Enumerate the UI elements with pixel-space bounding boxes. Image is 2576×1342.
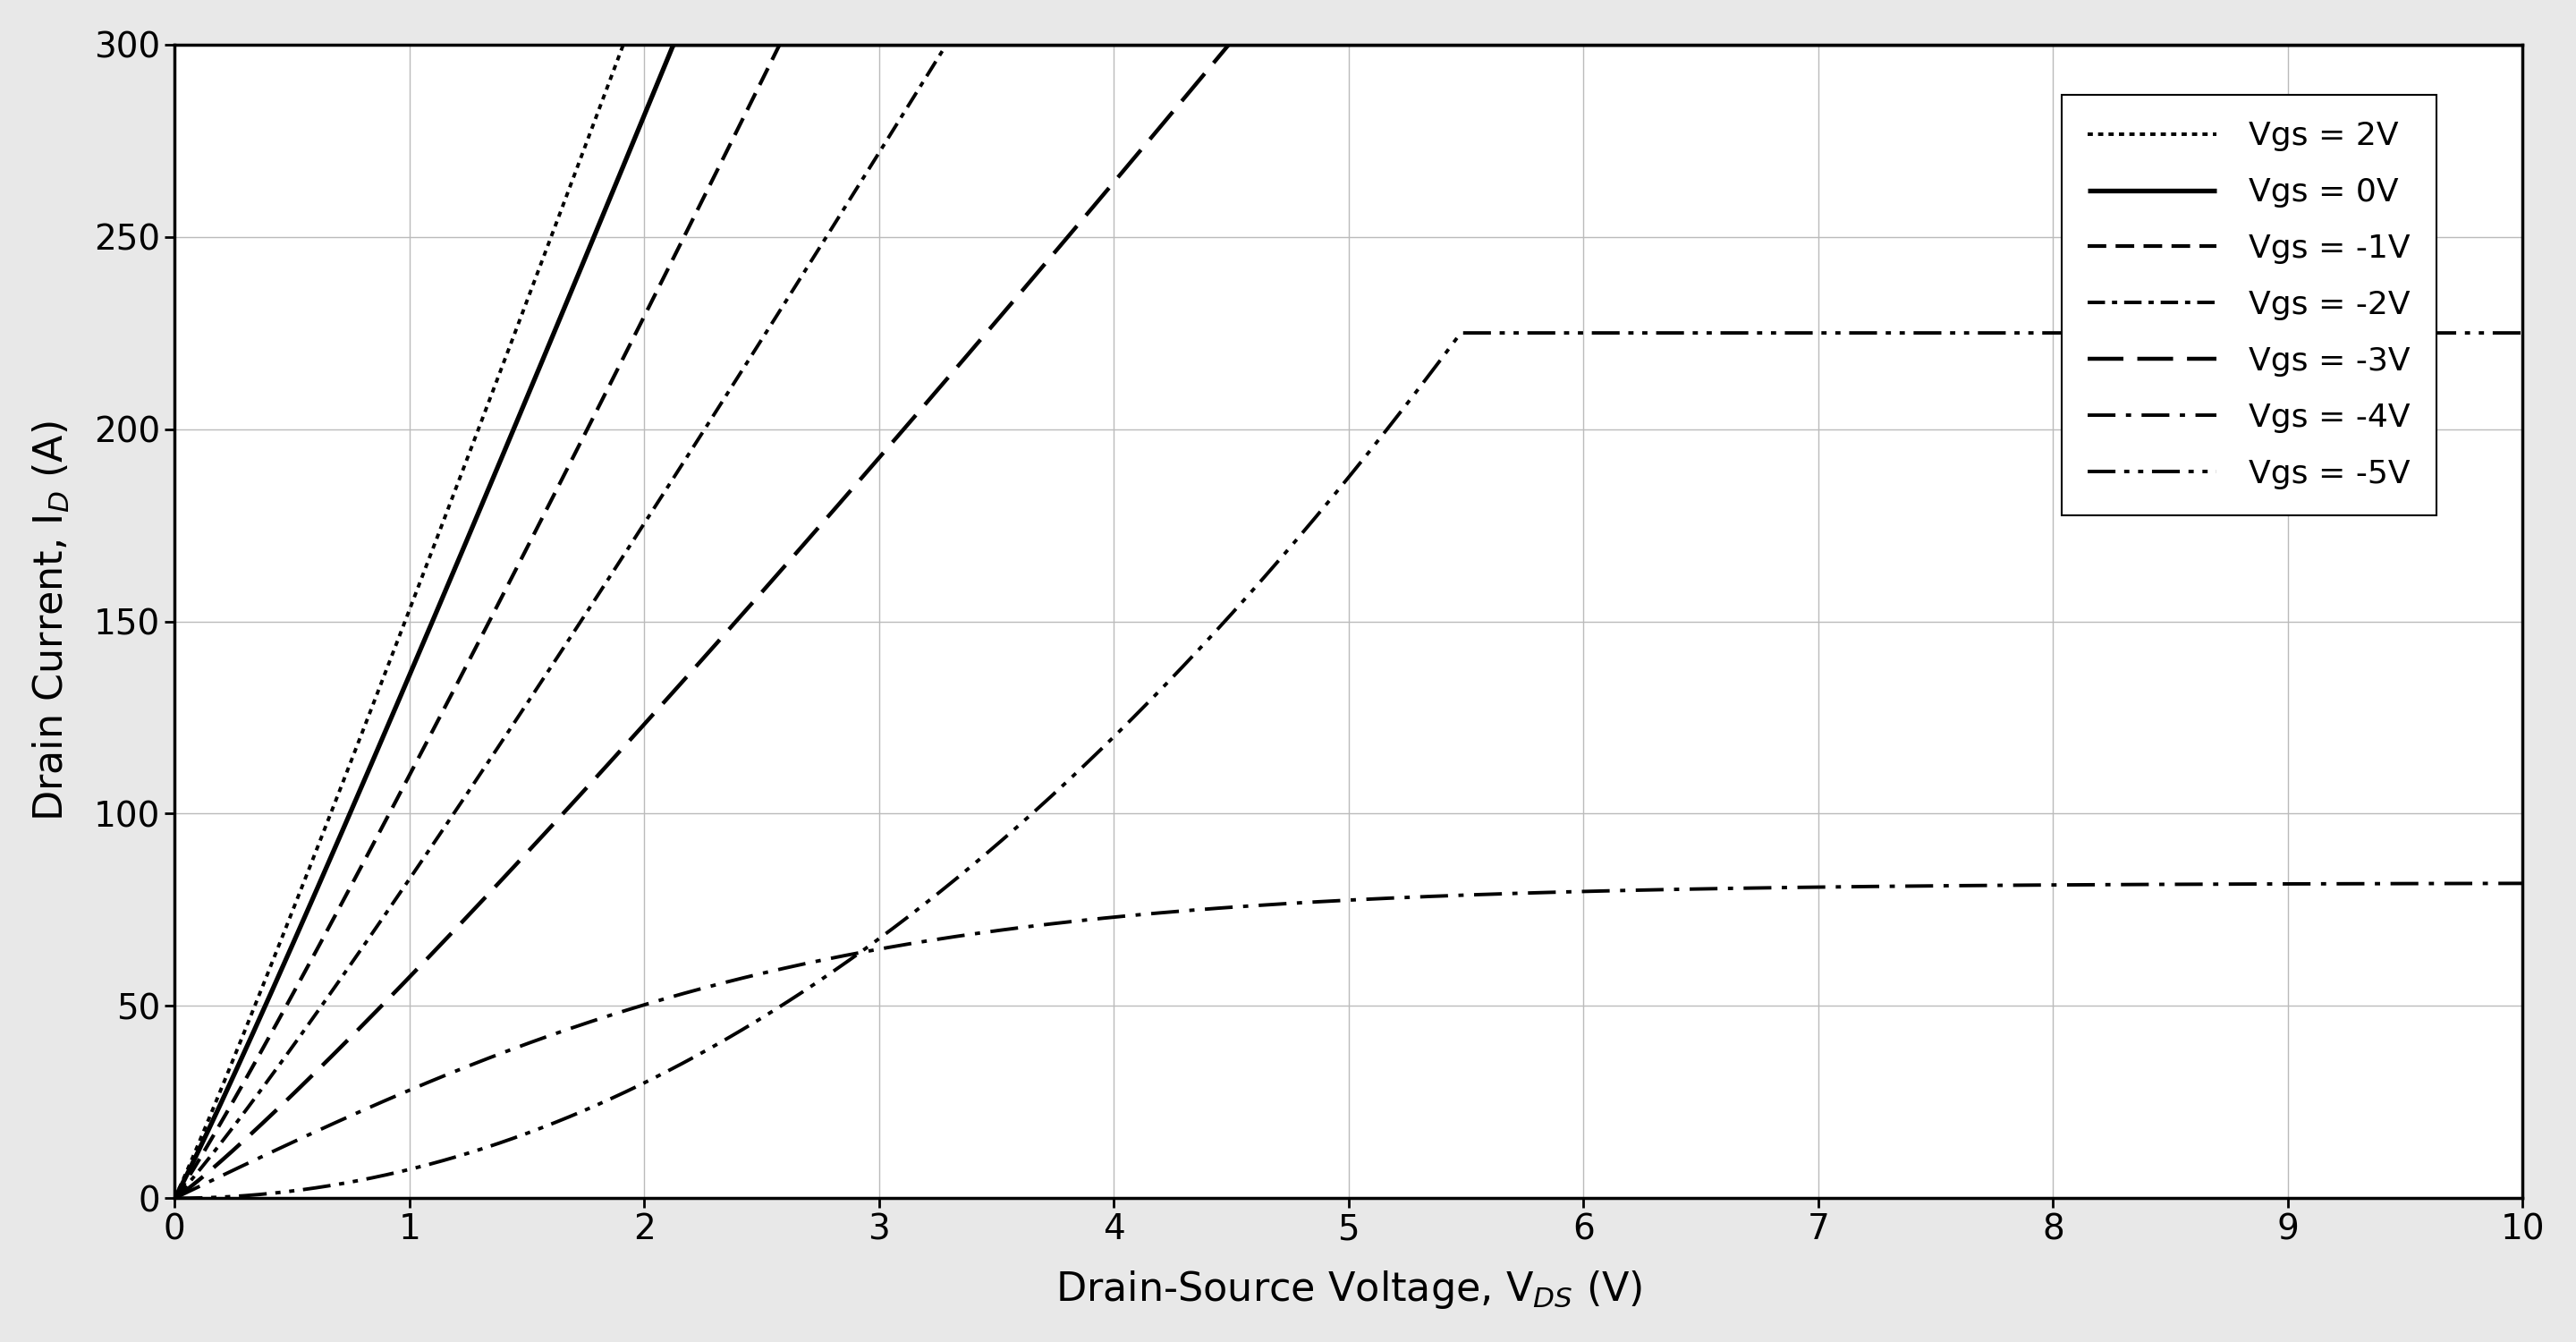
Vgs = -3V xyxy=(2009,36,2040,52)
Vgs = -5V xyxy=(1445,325,1476,341)
Vgs = 2V xyxy=(1301,36,1332,52)
Vgs = 0V xyxy=(1301,36,1332,52)
Line: Vgs = -2V: Vgs = -2V xyxy=(175,44,2522,1198)
Vgs = -3V xyxy=(2439,36,2470,52)
Vgs = -4V xyxy=(278,1134,309,1150)
Vgs = -2V xyxy=(1301,36,1332,52)
Vgs = -2V xyxy=(930,36,961,52)
Vgs = 2V xyxy=(2439,36,2470,52)
Vgs = -2V xyxy=(2439,36,2470,52)
Line: Vgs = -1V: Vgs = -1V xyxy=(175,44,2522,1198)
Vgs = 2V xyxy=(2009,36,2040,52)
Vgs = 0V xyxy=(2439,36,2470,52)
Vgs = 2V xyxy=(2439,36,2470,52)
Vgs = -2V xyxy=(2439,36,2470,52)
Vgs = -5V xyxy=(160,1190,191,1206)
Vgs = -5V xyxy=(1239,581,1270,597)
Vgs = -2V xyxy=(160,1190,191,1206)
Line: Vgs = 2V: Vgs = 2V xyxy=(175,44,2522,1198)
Vgs = -2V xyxy=(278,1036,309,1052)
Vgs = -4V xyxy=(2009,878,2040,894)
Vgs = -1V xyxy=(2506,36,2537,52)
Vgs = -1V xyxy=(160,1190,191,1206)
Line: Vgs = -4V: Vgs = -4V xyxy=(175,883,2522,1198)
X-axis label: Drain-Source Voltage, V$_{DS}$ (V): Drain-Source Voltage, V$_{DS}$ (V) xyxy=(1056,1270,1643,1311)
Vgs = -5V xyxy=(278,1182,309,1198)
Line: Vgs = -3V: Vgs = -3V xyxy=(175,44,2522,1198)
Vgs = -2V xyxy=(2009,36,2040,52)
Vgs = -5V xyxy=(2439,325,2470,341)
Vgs = -3V xyxy=(160,1190,191,1206)
Vgs = -5V xyxy=(1301,509,1332,525)
Vgs = -1V xyxy=(1301,36,1332,52)
Vgs = -3V xyxy=(1301,36,1332,52)
Vgs = -1V xyxy=(2439,36,2470,52)
Vgs = -5V xyxy=(2506,325,2537,341)
Vgs = -1V xyxy=(278,982,309,998)
Vgs = 0V xyxy=(160,1190,191,1206)
Vgs = -4V xyxy=(160,1190,191,1206)
Vgs = -5V xyxy=(2009,325,2040,341)
Vgs = 2V xyxy=(160,1190,191,1206)
Vgs = -4V xyxy=(1239,898,1270,914)
Vgs = 0V xyxy=(659,36,690,52)
Vgs = -3V xyxy=(278,1084,309,1100)
Vgs = -1V xyxy=(765,36,796,52)
Vgs = -4V xyxy=(2439,875,2470,891)
Legend: Vgs = 2V, Vgs = 0V, Vgs = -1V, Vgs = -2V, Vgs = -3V, Vgs = -4V, Vgs = -5V: Vgs = 2V, Vgs = 0V, Vgs = -1V, Vgs = -2V… xyxy=(2061,95,2437,515)
Vgs = 2V xyxy=(278,898,309,914)
Vgs = 2V xyxy=(1239,36,1270,52)
Vgs = -3V xyxy=(1239,36,1270,52)
Vgs = -4V xyxy=(2437,875,2468,891)
Y-axis label: Drain Current, I$_{D}$ (A): Drain Current, I$_{D}$ (A) xyxy=(31,421,72,821)
Vgs = -4V xyxy=(1301,894,1332,910)
Vgs = 0V xyxy=(2506,36,2537,52)
Vgs = 2V xyxy=(608,36,639,52)
Vgs = -3V xyxy=(1213,36,1244,52)
Vgs = -1V xyxy=(2009,36,2040,52)
Vgs = -1V xyxy=(2439,36,2470,52)
Vgs = 0V xyxy=(2439,36,2470,52)
Vgs = -4V xyxy=(2506,875,2537,891)
Vgs = -3V xyxy=(2439,36,2470,52)
Vgs = -5V xyxy=(2439,325,2470,341)
Vgs = -1V xyxy=(1239,36,1270,52)
Vgs = -2V xyxy=(1239,36,1270,52)
Vgs = -2V xyxy=(2506,36,2537,52)
Vgs = 0V xyxy=(2009,36,2040,52)
Vgs = 2V xyxy=(2506,36,2537,52)
Vgs = 0V xyxy=(1239,36,1270,52)
Vgs = -3V xyxy=(2506,36,2537,52)
Line: Vgs = -5V: Vgs = -5V xyxy=(175,333,2522,1198)
Vgs = 0V xyxy=(278,933,309,949)
Line: Vgs = 0V: Vgs = 0V xyxy=(175,44,2522,1198)
